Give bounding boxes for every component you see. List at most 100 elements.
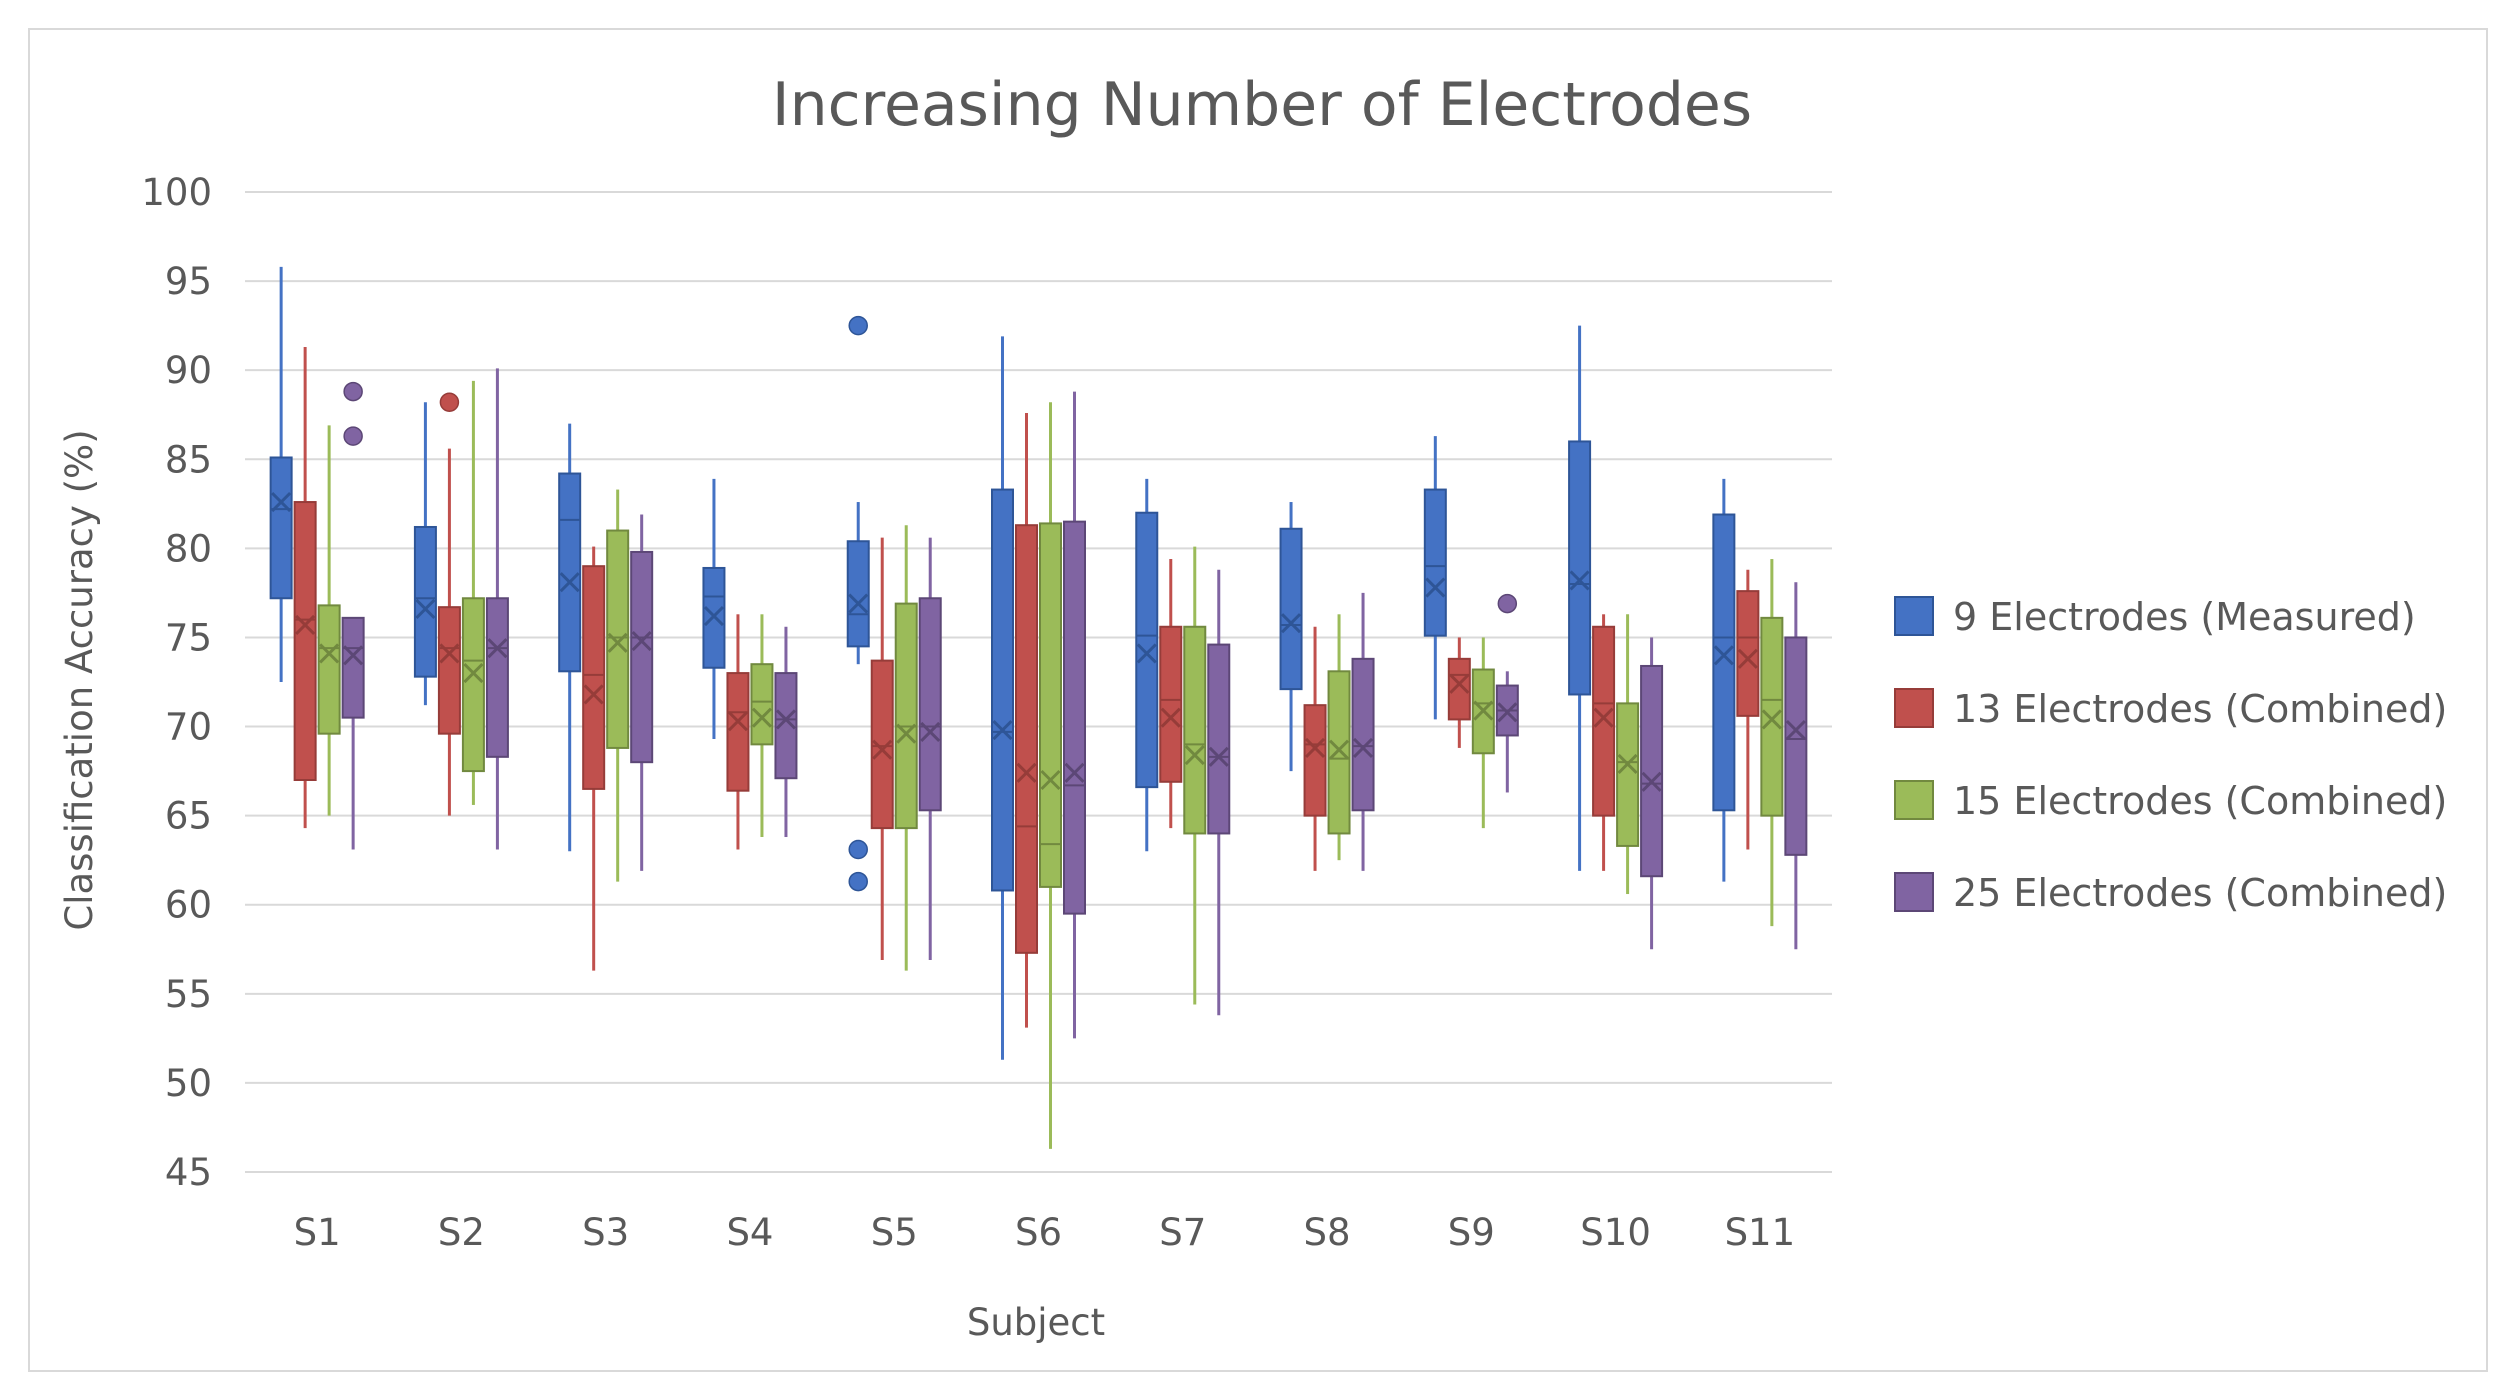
- x-tick-label: S6: [1015, 1211, 1062, 1254]
- outlier-point: [848, 315, 868, 336]
- series-4: [341, 368, 1808, 1039]
- box-s11-series-1: [1712, 478, 1736, 882]
- box-series: [269, 266, 1808, 1149]
- mean-marker: [1184, 744, 1205, 766]
- box-iqr: [582, 565, 606, 790]
- y-tick-label: 95: [165, 260, 212, 303]
- box-iqr: [1616, 702, 1640, 847]
- box-iqr: [1303, 704, 1327, 817]
- box-iqr: [630, 550, 654, 764]
- box-s9-series-4: [1495, 593, 1519, 793]
- box-iqr: [606, 529, 630, 749]
- outlier-point: [343, 381, 363, 402]
- box-s8-series-3: [1327, 614, 1351, 861]
- mean-marker: [896, 723, 917, 744]
- mean-marker: [271, 491, 292, 513]
- mean-marker: [1449, 673, 1470, 694]
- box-s10-series-2: [1592, 614, 1616, 871]
- mean-marker: [872, 739, 893, 760]
- box-s2-series-4: [485, 368, 509, 850]
- mean-marker: [319, 643, 340, 664]
- box-s10-series-1: [1568, 325, 1592, 871]
- chart-title: Increasing Number of Electrodes: [772, 70, 1752, 140]
- legend-item-2: 13 Electrodes (Combined): [1894, 687, 2447, 731]
- y-tick-label: 60: [165, 884, 212, 927]
- mean-marker: [439, 643, 460, 664]
- mean-marker: [631, 630, 652, 652]
- box-iqr: [1568, 440, 1592, 696]
- mean-marker: [1473, 700, 1494, 721]
- outlier-point: [1497, 593, 1518, 614]
- box-iqr: [991, 488, 1014, 892]
- box-s2-series-3: [461, 380, 485, 805]
- y-tick-label: 90: [165, 349, 212, 392]
- box-iqr: [341, 616, 365, 719]
- box-iqr: [726, 672, 750, 792]
- box-iqr: [269, 456, 293, 600]
- box-iqr: [1063, 520, 1086, 915]
- mean-marker: [415, 598, 436, 620]
- box-iqr: [1279, 527, 1303, 691]
- box-iqr: [1423, 488, 1447, 637]
- box-s7-series-4: [1207, 569, 1231, 1016]
- y-tick-label: 65: [165, 795, 212, 838]
- legend: 9 Electrodes (Measured) 13 Electrodes (Co…: [1894, 595, 2447, 915]
- mean-marker: [1016, 762, 1037, 783]
- box-iqr: [1135, 511, 1159, 789]
- box-s3-series-2: [582, 546, 606, 971]
- x-tick-label: S5: [871, 1211, 918, 1254]
- mean-marker: [751, 707, 773, 728]
- box-s4-series-4: [774, 626, 798, 838]
- box-s1-series-1: [269, 266, 293, 682]
- mean-marker: [559, 572, 580, 593]
- box-s4-series-2: [726, 614, 750, 850]
- box-iqr: [750, 663, 774, 746]
- box-s9-series-1: [1423, 436, 1447, 720]
- y-tick-label: 70: [165, 706, 212, 749]
- mean-marker: [775, 709, 797, 730]
- legend-label: 15 Electrodes (Combined): [1953, 779, 2447, 823]
- box-s1-series-4: [341, 381, 365, 850]
- box-iqr: [293, 501, 317, 781]
- mean-marker: [1737, 648, 1758, 669]
- series-3: [317, 380, 1784, 1149]
- box-s5-series-2: [870, 537, 894, 960]
- x-axis-label: Subject: [967, 1301, 1105, 1344]
- mean-marker: [1761, 709, 1782, 730]
- box-s11-series-3: [1760, 559, 1784, 927]
- box-iqr: [1592, 625, 1616, 817]
- box-s8-series-1: [1279, 502, 1303, 772]
- mean-marker: [703, 606, 725, 627]
- box-iqr: [1712, 513, 1736, 812]
- box-iqr: [1784, 636, 1808, 856]
- box-s4-series-3: [750, 614, 774, 838]
- mean-marker: [1136, 643, 1157, 664]
- legend-item-1: 9 Electrodes (Measured): [1894, 595, 2416, 639]
- box-s2-series-2: [437, 392, 461, 816]
- x-tick-label: S8: [1304, 1211, 1351, 1254]
- mean-marker: [1352, 737, 1374, 758]
- x-tick-label: S11: [1725, 1211, 1796, 1254]
- y-axis-ticks: 45 50 55 60 65 70 75 80 85 90 95 100: [141, 171, 212, 1194]
- box-s7-series-1: [1135, 478, 1159, 852]
- mean-marker: [1064, 762, 1085, 783]
- legend-label: 25 Electrodes (Combined): [1953, 871, 2447, 915]
- x-axis-ticks: S1 S2 S3 S4 S5 S6 S7 S8 S9 S10 S11: [294, 1211, 1796, 1254]
- box-s2-series-1: [413, 402, 437, 706]
- box-s6-series-1: [991, 336, 1014, 1060]
- mean-marker: [992, 720, 1013, 741]
- mean-marker: [920, 721, 941, 742]
- box-iqr: [846, 540, 870, 648]
- outlier-point: [848, 839, 868, 860]
- y-tick-label: 80: [165, 527, 212, 570]
- mean-marker: [463, 663, 484, 684]
- mean-marker: [1425, 577, 1446, 598]
- mean-marker: [1785, 720, 1806, 741]
- box-s5-series-4: [918, 537, 942, 960]
- y-axis-label: Classification Accuracy (%): [58, 429, 101, 930]
- box-s6-series-3: [1039, 402, 1062, 1149]
- legend-swatch: [1894, 688, 1934, 728]
- box-iqr: [870, 659, 894, 830]
- mean-marker: [727, 711, 749, 732]
- mean-marker: [1569, 570, 1590, 591]
